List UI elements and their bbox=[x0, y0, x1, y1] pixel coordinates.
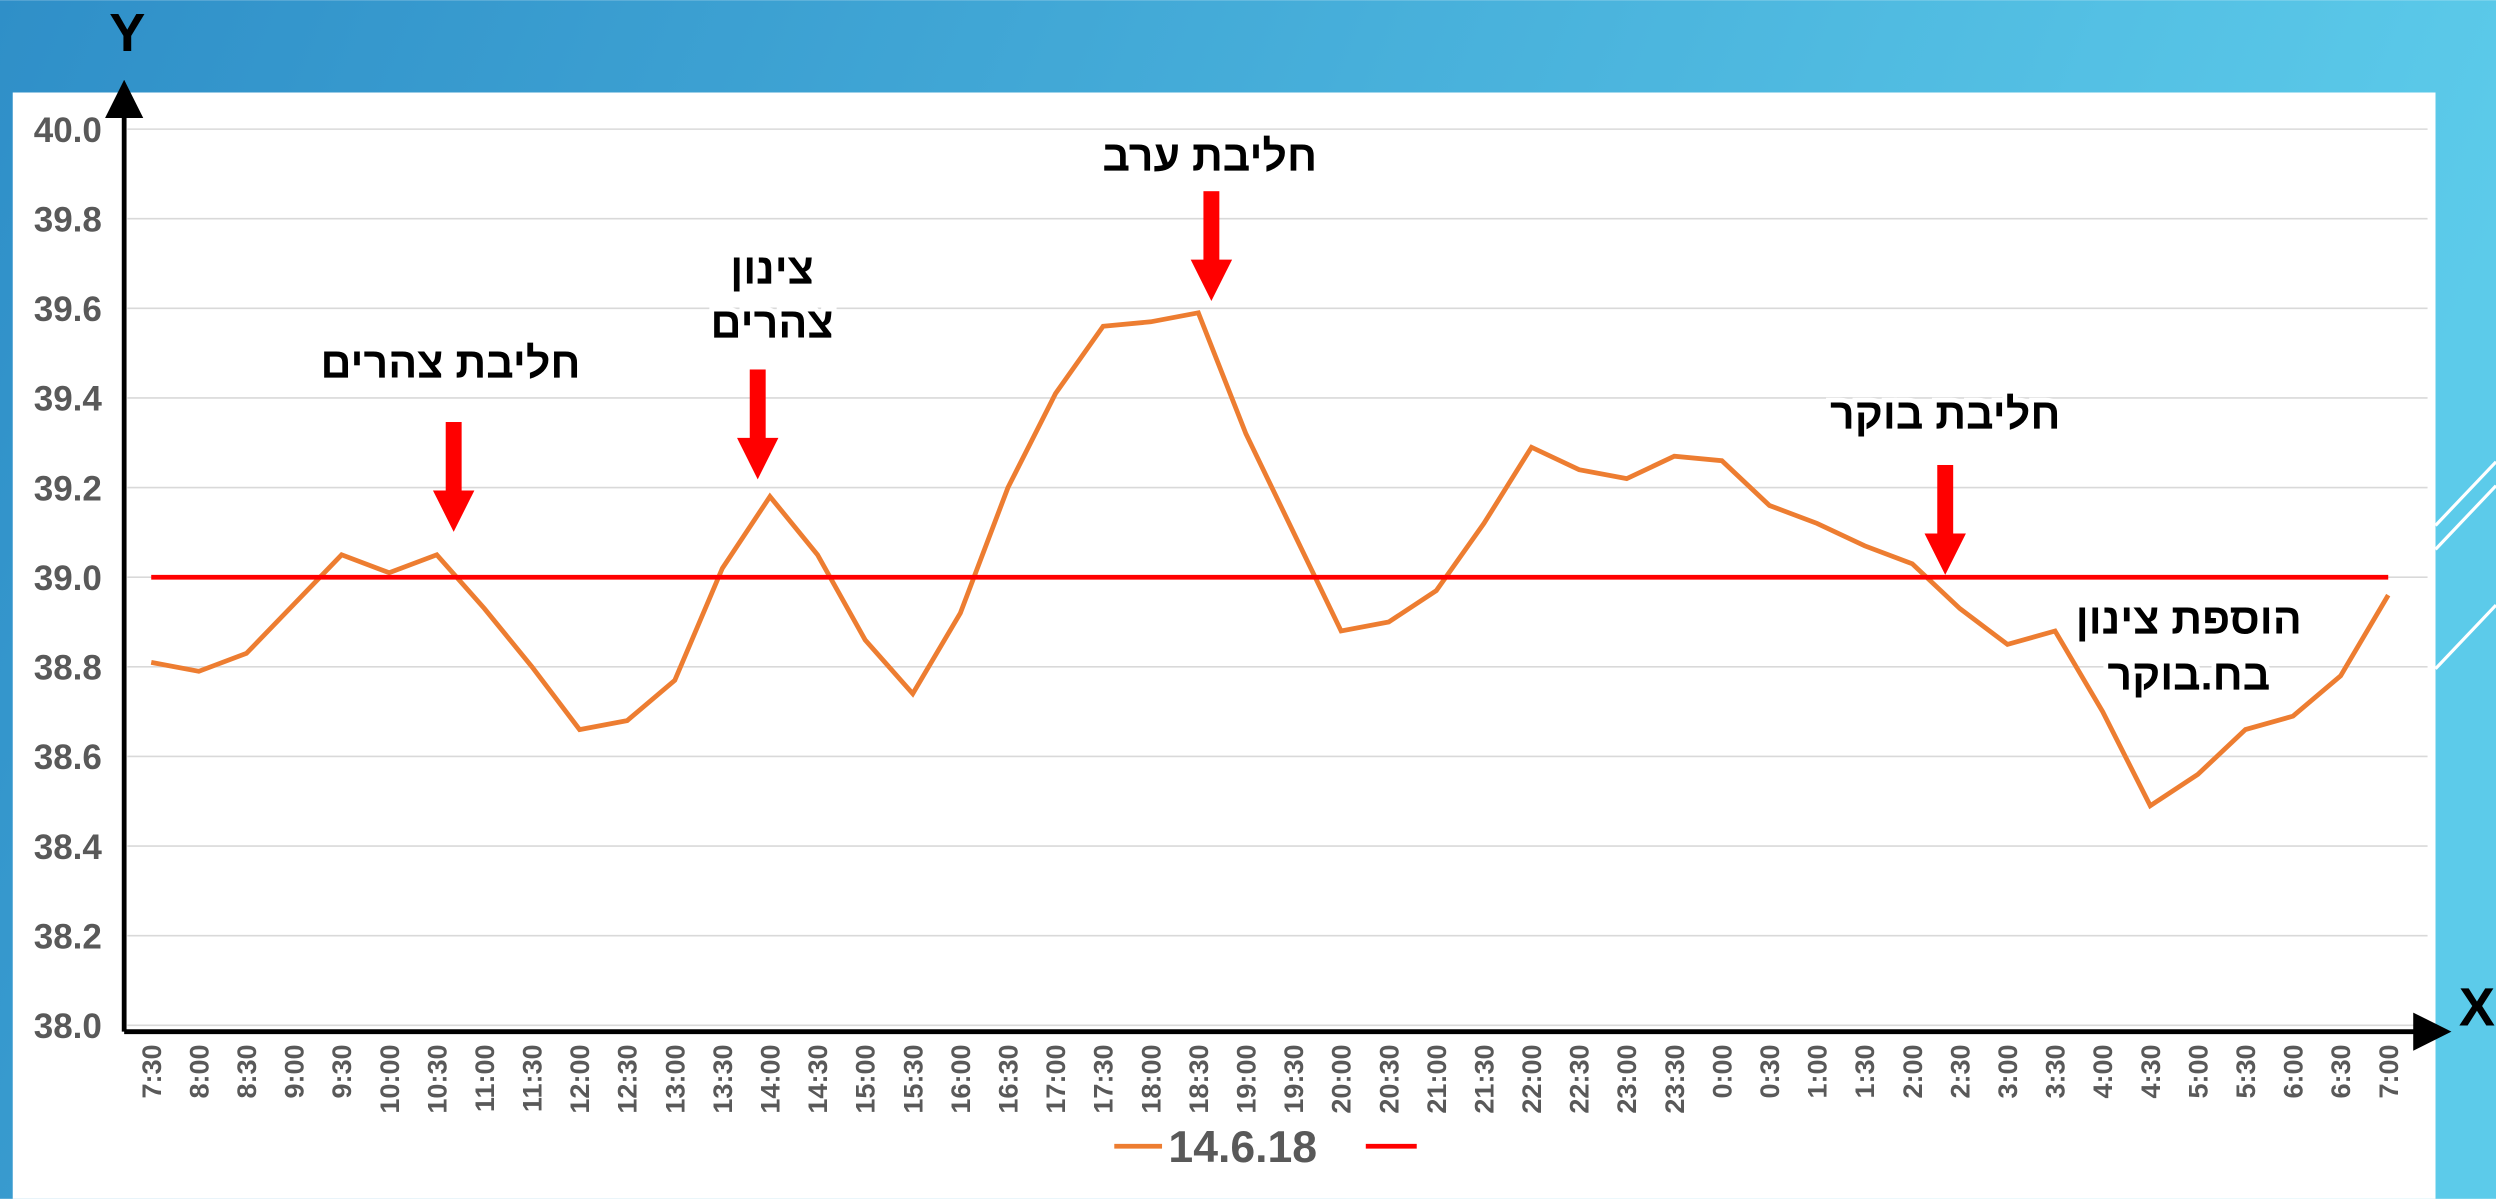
x-tick-label: 1:00 bbox=[1803, 1044, 1833, 1098]
x-tick-label: 21:00 bbox=[1422, 1044, 1452, 1113]
x-tick-label: 10:30 bbox=[422, 1044, 452, 1113]
annotation: חליבת צהרים bbox=[320, 339, 580, 387]
x-tick-label: 18:00 bbox=[1136, 1044, 1166, 1113]
x-tick-label: 23:00 bbox=[1612, 1044, 1642, 1113]
x-tick-label: 20:00 bbox=[1327, 1044, 1357, 1113]
y-tick-label: 38.0 bbox=[34, 1007, 102, 1046]
x-tick-label: 15:00 bbox=[851, 1044, 881, 1113]
x-tick-label: 11:30 bbox=[518, 1044, 548, 1112]
plot-background bbox=[12, 92, 2436, 1199]
x-tick-label: 5:00 bbox=[2183, 1044, 2213, 1098]
x-axis-title: X bbox=[2459, 977, 2495, 1037]
arrows bbox=[432, 191, 1966, 575]
x-tick-label: 13:30 bbox=[708, 1044, 738, 1113]
x-tick-label: 18:30 bbox=[1184, 1044, 1214, 1113]
y-tick-label: 39.4 bbox=[34, 380, 103, 419]
x-tick-label: 4:00 bbox=[2088, 1044, 2118, 1098]
annotation: חליבת ערב bbox=[1102, 132, 1317, 180]
x-tick-label: 20:30 bbox=[1374, 1044, 1404, 1113]
x-tick-label: 17:30 bbox=[1089, 1044, 1119, 1113]
x-tick-label: 7:30 bbox=[137, 1044, 167, 1098]
y-tick-label: 38.8 bbox=[34, 649, 102, 688]
x-tick-label: 16:30 bbox=[994, 1044, 1024, 1113]
x-tick-label: 5:30 bbox=[2231, 1044, 2261, 1098]
x-tick-label: 9:00 bbox=[280, 1044, 310, 1098]
x-tick-label: 6:30 bbox=[2326, 1044, 2356, 1098]
annotation: חליבת בוקר bbox=[1830, 390, 2060, 438]
x-tick-label: 10:00 bbox=[375, 1044, 405, 1113]
annotation: הוספת צינון bbox=[2076, 596, 2302, 644]
x-tick-label: 8:00 bbox=[184, 1044, 214, 1098]
x-tick-label: 16:00 bbox=[946, 1044, 976, 1113]
y-tick-label: 38.2 bbox=[34, 917, 102, 956]
x-tick-label: 21:30 bbox=[1469, 1044, 1499, 1113]
x-tick-label: 22:00 bbox=[1517, 1044, 1547, 1113]
y-axis-title: Y bbox=[109, 3, 145, 63]
legend-label: 14.6.18 bbox=[1168, 1123, 1317, 1172]
x-tick-label: 12:30 bbox=[613, 1044, 643, 1113]
x-tick-label: 22:30 bbox=[1565, 1044, 1595, 1113]
y-tick-label: 38.6 bbox=[34, 738, 102, 777]
x-tick-label: 2:30 bbox=[1945, 1044, 1975, 1098]
x-tick-label: 3:30 bbox=[2041, 1044, 2071, 1098]
y-tick-label: 38.4 bbox=[34, 828, 103, 867]
annotation: בח.בוקר bbox=[2107, 651, 2270, 699]
x-tick-label: 0:30 bbox=[1755, 1044, 1785, 1098]
y-tick-label: 40.0 bbox=[34, 111, 102, 150]
x-tick-label: 15:30 bbox=[898, 1044, 928, 1113]
x-tick-label: 0:00 bbox=[1707, 1044, 1737, 1098]
x-tick-label: 8:30 bbox=[232, 1044, 262, 1098]
y-tick-label: 39.0 bbox=[34, 559, 102, 598]
annotation: צהרים bbox=[711, 300, 834, 348]
x-tick-label: 17:00 bbox=[1041, 1044, 1071, 1113]
decoration bbox=[2434, 460, 2496, 670]
x-tick-label: 3:00 bbox=[1993, 1044, 2023, 1098]
x-tick-label: 13:00 bbox=[660, 1044, 690, 1113]
y-tick-label: 39.8 bbox=[34, 200, 102, 239]
x-tick-label: 19:00 bbox=[1231, 1044, 1261, 1113]
x-tick-label: 11:00 bbox=[470, 1044, 500, 1112]
annotation: צינון bbox=[730, 246, 814, 294]
x-tick-label: 9:30 bbox=[327, 1044, 357, 1098]
x-tick-label: 12:00 bbox=[565, 1044, 595, 1113]
x-tick-label: 2:00 bbox=[1898, 1044, 1928, 1098]
y-tick-label: 39.6 bbox=[34, 290, 102, 329]
x-tick-label: 14:00 bbox=[756, 1044, 786, 1113]
x-tick-label: 19:30 bbox=[1279, 1044, 1309, 1113]
line-series bbox=[150, 310, 2391, 810]
y-tick-label: 39.2 bbox=[34, 469, 102, 508]
x-tick-label: 1:30 bbox=[1850, 1044, 1880, 1098]
x-tick-label: 23:30 bbox=[1660, 1044, 1690, 1113]
x-tick-label: 7:00 bbox=[2374, 1044, 2404, 1098]
x-tick-label: 6:00 bbox=[2279, 1044, 2309, 1098]
x-tick-label: 4:30 bbox=[2136, 1044, 2166, 1098]
x-tick-label: 14:30 bbox=[803, 1044, 833, 1113]
